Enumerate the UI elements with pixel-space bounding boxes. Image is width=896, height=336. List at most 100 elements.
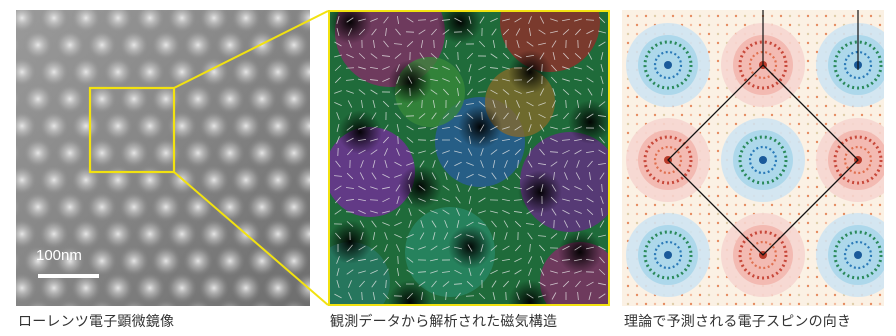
spin-dot [716, 32, 720, 36]
spin-arrow [478, 197, 486, 203]
skyrmion-spot [279, 138, 309, 168]
spin-arrow [562, 89, 570, 95]
spin-arrow [550, 196, 558, 204]
skyrmion-core [518, 170, 562, 214]
spin-arrow [407, 76, 413, 84]
spin-arrow [539, 52, 545, 60]
spin-dot [707, 176, 711, 180]
spin-dot [779, 23, 783, 27]
spin-arrow [586, 29, 594, 35]
spin-dot [788, 14, 792, 18]
spin-arrow [601, 207, 603, 217]
spin-arrow [466, 173, 474, 179]
spin-arrow [478, 65, 486, 71]
spin-dot [716, 41, 720, 45]
spin-dot [680, 113, 684, 117]
spin-dot [815, 221, 819, 225]
spin-arrow [491, 280, 497, 288]
spin-arrow [442, 209, 450, 215]
spin-dot [626, 113, 630, 117]
spin-arrow [586, 77, 594, 83]
spin-arrow [443, 232, 449, 240]
observed-magnetic-structure-canvas [330, 12, 608, 304]
spin-dot [743, 302, 747, 306]
spin-arrow [432, 99, 436, 109]
skyrmion-spot [103, 57, 133, 87]
spin-dot [788, 203, 792, 207]
spin-dot [797, 104, 801, 108]
spin-arrow [477, 91, 487, 93]
spin-arrow [406, 233, 414, 239]
spin-dot [806, 248, 810, 252]
spin-arrow [370, 149, 378, 155]
skyrmion-spot [151, 30, 181, 60]
spin-arrow [442, 185, 450, 191]
spin-arrow [587, 88, 593, 96]
spin-arrow [501, 258, 511, 262]
spin-arrow [445, 291, 447, 301]
spin-dot [824, 221, 828, 225]
spin-arrow [502, 126, 510, 130]
spin-arrow [396, 148, 400, 156]
skyrmion-spot [39, 111, 69, 141]
spin-dot [725, 14, 729, 18]
spin-arrow [490, 245, 498, 251]
skyrmion-spot [87, 84, 117, 114]
spin-dot [689, 203, 693, 207]
spin-arrow [529, 243, 531, 253]
spin-arrow [528, 16, 532, 24]
skyrmion-spot [279, 192, 309, 222]
spin-arrow [334, 90, 342, 94]
spin-arrow [553, 171, 555, 181]
spin-arrow [358, 149, 366, 155]
spin-dot [878, 302, 882, 306]
spin-arrow [336, 124, 340, 132]
spin-arrow [455, 292, 461, 300]
spin-dot [734, 302, 738, 306]
spin-dot [824, 203, 828, 207]
skyrmion-spot [263, 273, 293, 303]
skyrmion-spot [87, 138, 117, 168]
spin-arrow [490, 17, 498, 23]
spin-dot [653, 203, 657, 207]
spin-dot [707, 131, 711, 135]
spin-arrow [586, 208, 594, 216]
skyrmion-spot [247, 192, 277, 222]
spin-arrow [467, 244, 473, 252]
spin-arrow [601, 87, 603, 97]
spin-arrow [333, 175, 343, 177]
spin-dot [806, 302, 810, 306]
skyrmion-spot [55, 246, 85, 276]
spin-arrow [334, 76, 342, 84]
spin-dot [698, 221, 702, 225]
spin-arrow [598, 234, 606, 238]
spin-arrow [490, 149, 498, 155]
spin-arrow [490, 210, 498, 214]
spin-arrow [538, 42, 546, 46]
spin-dot [878, 293, 882, 297]
spin-dot [662, 113, 666, 117]
skyrmion-core [338, 110, 382, 154]
spin-dot [815, 77, 819, 81]
spin-dot [815, 131, 819, 135]
spin-dot [842, 302, 846, 306]
skyrmion-spot [295, 111, 310, 141]
spin-dot [824, 14, 828, 18]
spin-arrow [359, 172, 365, 180]
spin-arrow [417, 271, 427, 273]
spin-arrow [514, 220, 522, 228]
spin-dot [770, 203, 774, 207]
spin-dot [671, 302, 675, 306]
spin-dot [626, 185, 630, 189]
spin-arrow [526, 209, 534, 215]
spin-arrow [538, 102, 546, 106]
spin-arrow [550, 114, 558, 118]
spin-arrow [358, 126, 366, 130]
skyrmion-spot [247, 138, 277, 168]
spin-dot [716, 212, 720, 216]
spin-arrow [502, 66, 510, 70]
spin-arrow [442, 29, 450, 35]
spin-arrow [586, 197, 594, 203]
spin-arrow [528, 268, 532, 276]
spin-dot [707, 41, 711, 45]
